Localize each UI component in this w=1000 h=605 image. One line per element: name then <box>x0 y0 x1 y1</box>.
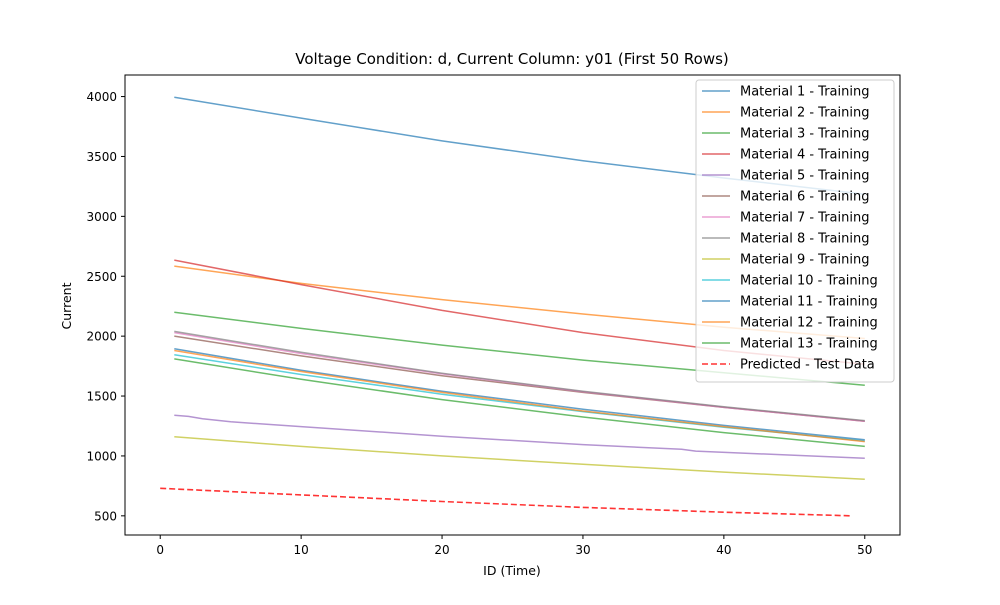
y-tick-label: 3500 <box>86 150 117 164</box>
axes-layer: 0 10 20 30 40 50 500 1000 1500 2000 2500 3000 3500 40… <box>86 74 901 557</box>
y-tick-label: 1500 <box>86 390 117 404</box>
series-line-8 <box>174 330 865 422</box>
x-tick-label: 20 <box>434 543 449 557</box>
y-tick-label: 500 <box>94 509 117 523</box>
series-line-12 <box>174 349 865 443</box>
y-tick-label: 2000 <box>86 330 117 344</box>
legend-label-13: Material 13 - Training <box>740 337 878 352</box>
series-line-13 <box>174 358 865 448</box>
series-layer <box>160 96 865 517</box>
chart-title: Voltage Condition: d, Current Column: y0… <box>295 50 729 68</box>
y-tick-label: 2500 <box>86 270 117 284</box>
legend-label-5: Material 5 - Training <box>740 169 869 184</box>
series-line-11 <box>174 347 865 441</box>
legend-label-1: Material 1 - Training <box>740 85 869 100</box>
x-tick-label: 30 <box>575 543 590 557</box>
series-line-5 <box>174 414 865 460</box>
legend-label-12: Material 12 - Training <box>740 316 878 331</box>
x-tick-label: 40 <box>716 543 731 557</box>
legend-label-7: Material 7 - Training <box>740 211 869 226</box>
legend-label-3: Material 3 - Training <box>740 127 869 142</box>
legend-label-2: Material 2 - Training <box>740 106 869 121</box>
legend-label-14: Predicted - Test Data <box>740 358 875 373</box>
legend-label-10: Material 10 - Training <box>740 274 878 289</box>
legend: Material 1 - Training Material 2 - Traini… <box>695 79 895 383</box>
legend-label-6: Material 6 - Training <box>740 190 869 205</box>
legend-label-11: Material 11 - Training <box>740 295 878 310</box>
legend-label-9: Material 9 - Training <box>740 253 869 268</box>
legend-label-4: Material 4 - Training <box>740 148 869 163</box>
y-tick-label: 4000 <box>86 90 117 104</box>
legend-label-8: Material 8 - Training <box>740 232 869 247</box>
x-axis-title: ID (Time) <box>483 563 541 578</box>
series-line-9 <box>174 436 865 481</box>
x-tick-label: 50 <box>857 543 872 557</box>
x-tick-label: 10 <box>293 543 308 557</box>
y-tick-label: 3000 <box>86 210 117 224</box>
y-tick-label: 1000 <box>86 449 117 463</box>
x-tick-label: 0 <box>156 543 164 557</box>
y-axis-title: Current <box>59 282 74 329</box>
legend-box <box>695 79 895 383</box>
plot-frame <box>124 74 901 536</box>
series-line-14 <box>160 487 851 517</box>
